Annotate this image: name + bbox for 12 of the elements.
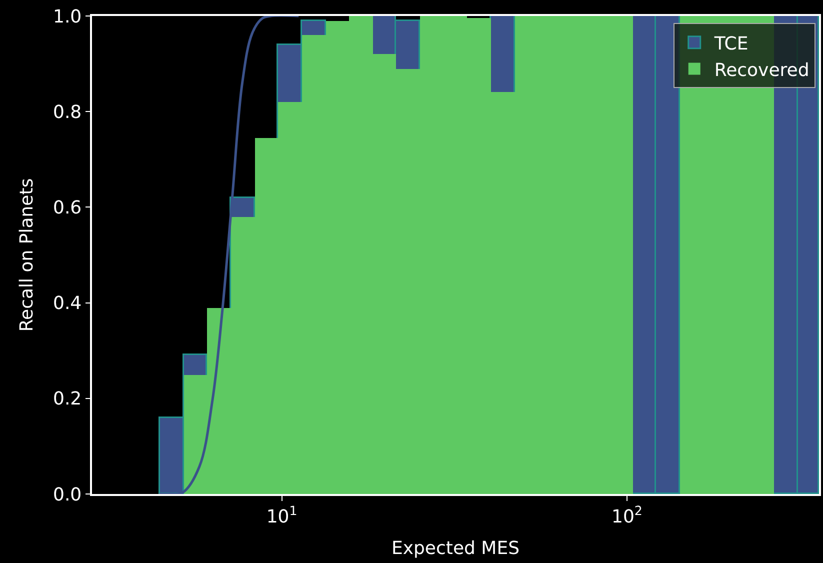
y-tick-label: 1.0 <box>53 6 82 28</box>
y-tick-label: 0.8 <box>53 102 82 123</box>
y-axis-title: Recall on Planets <box>16 178 38 332</box>
y-tick-label: 0.2 <box>53 388 82 410</box>
y-tick-label: 0.6 <box>53 198 82 218</box>
x-axis-title: Expected MES <box>391 538 520 559</box>
x-tick-label: 10$^{1}$ <box>266 502 298 528</box>
y-tick-label: 0.0 <box>53 484 82 506</box>
legend-label: Recovered <box>714 60 810 81</box>
y-tick-label: 0.4 <box>53 293 82 314</box>
x-tick-label: 10$^{2}$ <box>612 502 642 528</box>
legend-label: TCE <box>713 33 748 54</box>
